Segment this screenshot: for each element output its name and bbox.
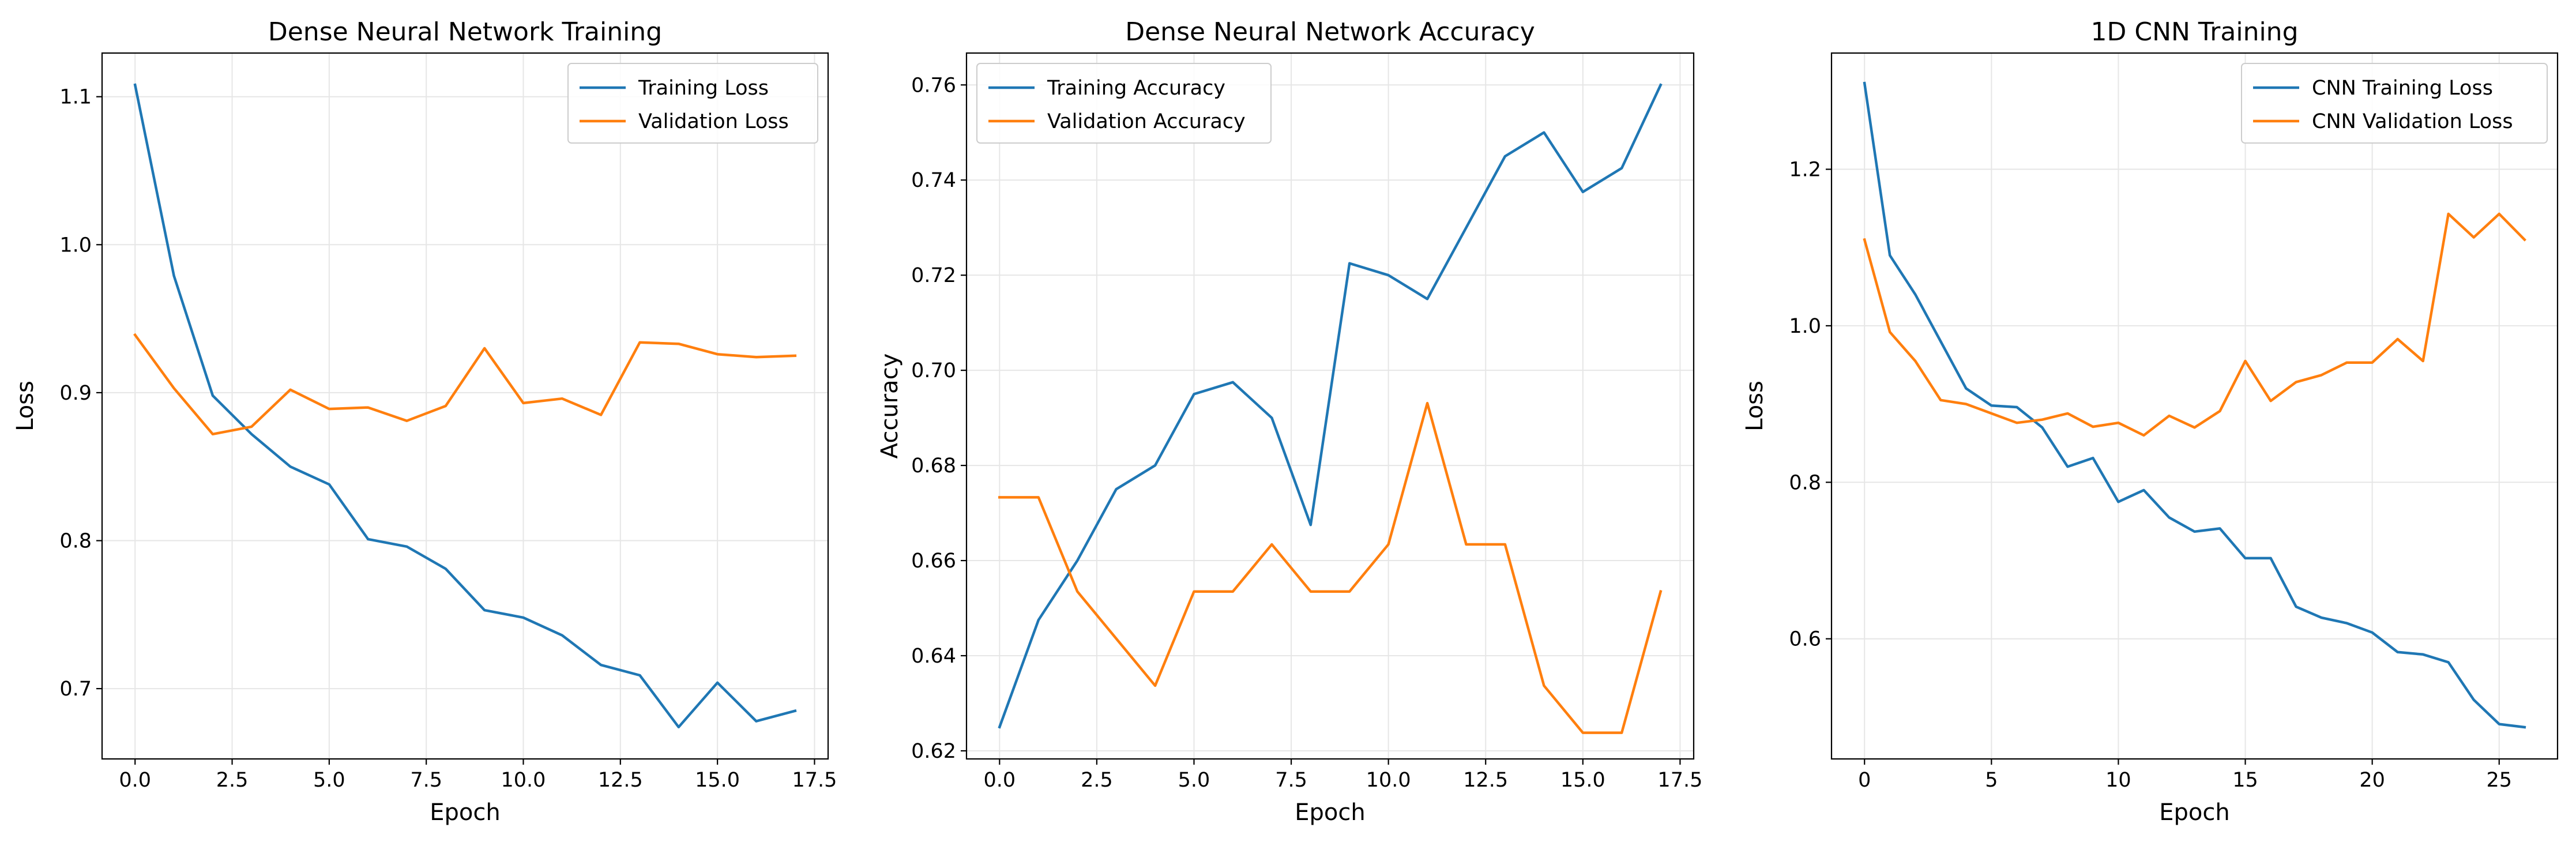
legend-label-2: Validation Accuracy bbox=[1047, 110, 1246, 133]
chart-dense-accuracy: 0.0 2.5 5.0 7.5 10.0 12.5 15.0 17.5 0.62 0.64 0.66… bbox=[877, 17, 1702, 826]
x-tick-label: 0 bbox=[1858, 769, 1871, 792]
x-tick-label: 15.0 bbox=[695, 769, 740, 792]
y-tick-label: 1.0 bbox=[59, 234, 92, 257]
x-tick-label: 10.0 bbox=[1366, 769, 1411, 792]
y-tick-label: 0.9 bbox=[59, 382, 92, 405]
series-line-1 bbox=[133, 83, 797, 729]
legend-box bbox=[2241, 63, 2548, 144]
series-line-2 bbox=[133, 333, 797, 436]
x-tick-label: 17.5 bbox=[1657, 769, 1702, 792]
y-tick-label: 1.2 bbox=[1789, 159, 1821, 182]
y-tick-label: 1.1 bbox=[59, 86, 92, 109]
legend-label-2: CNN Validation Loss bbox=[2312, 110, 2513, 133]
chart-title: Dense Neural Network Accuracy bbox=[1125, 17, 1535, 47]
y-axis-label: Accuracy bbox=[877, 354, 903, 459]
y-tick-label: 0.72 bbox=[911, 264, 956, 287]
axes-frame bbox=[965, 52, 1695, 760]
x-axis-label: Epoch bbox=[430, 799, 500, 826]
legend-box bbox=[567, 63, 818, 144]
y-tick-label: 0.70 bbox=[911, 359, 956, 382]
x-tick-label: 2.5 bbox=[216, 769, 249, 792]
y-tick-label: 0.64 bbox=[911, 645, 956, 668]
legend: Training Loss Validation Loss bbox=[567, 63, 818, 144]
y-tick-label: 0.8 bbox=[59, 530, 92, 553]
x-tick-label: 2.5 bbox=[1081, 769, 1113, 792]
x-tick-label: 10 bbox=[2105, 769, 2131, 792]
legend-box bbox=[976, 63, 1272, 144]
axes-frame bbox=[101, 52, 829, 760]
y-tick-label: 0.76 bbox=[911, 74, 956, 97]
series-line-2 bbox=[998, 401, 1663, 734]
x-tick-label: 5.0 bbox=[313, 769, 345, 792]
y-tick-label: 1.0 bbox=[1789, 315, 1821, 338]
series-line-1 bbox=[1863, 81, 2526, 729]
x-tick-label: 12.5 bbox=[598, 769, 643, 792]
chart-title: 1D CNN Training bbox=[2090, 17, 2298, 47]
y-axis-label: Loss bbox=[1742, 381, 1768, 431]
x-tick-label: 20 bbox=[2359, 769, 2385, 792]
y-tick-label: 0.8 bbox=[1789, 471, 1821, 494]
axes-frame bbox=[1830, 52, 2559, 760]
x-tick-label: 17.5 bbox=[792, 769, 837, 792]
x-tick-label: 0.0 bbox=[119, 769, 151, 792]
series-line-2 bbox=[1863, 212, 2526, 437]
y-tick-label: 0.74 bbox=[911, 169, 956, 192]
legend-label-1: Training Loss bbox=[638, 77, 769, 100]
x-tick-label: 15 bbox=[2232, 769, 2258, 792]
chart-dense-loss: 0.0 2.5 5.0 7.5 10.0 12.5 15.0 17.5 0.7 0.8 0.9 1.0… bbox=[12, 17, 837, 826]
x-tick-label: 7.5 bbox=[410, 769, 442, 792]
x-tick-label: 15.0 bbox=[1560, 769, 1605, 792]
y-tick-label: 0.6 bbox=[1789, 628, 1821, 651]
y-tick-label: 0.62 bbox=[911, 740, 956, 763]
legend-label-1: CNN Training Loss bbox=[2312, 77, 2493, 100]
y-tick-label: 0.68 bbox=[911, 454, 956, 477]
legend-label-1: Training Accuracy bbox=[1047, 77, 1225, 100]
x-tick-label: 5.0 bbox=[1178, 769, 1210, 792]
chart-title: Dense Neural Network Training bbox=[268, 17, 662, 47]
x-tick-label: 7.5 bbox=[1275, 769, 1307, 792]
x-tick-label: 25 bbox=[2486, 769, 2512, 792]
x-tick-label: 10.0 bbox=[501, 769, 546, 792]
x-tick-label: 0.0 bbox=[983, 769, 1016, 792]
y-tick-label: 0.66 bbox=[911, 550, 956, 573]
legend-label-2: Validation Loss bbox=[638, 110, 789, 133]
y-tick-label: 0.7 bbox=[59, 678, 92, 701]
chart-cnn-loss: 0 5 10 15 20 25 0.6 0.8 1.0 1.2 1D CNN Training Epo… bbox=[1742, 17, 2559, 826]
x-tick-label: 5 bbox=[1985, 769, 1998, 792]
x-axis-label: Epoch bbox=[2159, 799, 2229, 826]
y-axis-label: Loss bbox=[12, 381, 39, 431]
x-axis-label: Epoch bbox=[1295, 799, 1365, 826]
legend: Training Accuracy Validation Accuracy bbox=[976, 63, 1272, 144]
series-line-1 bbox=[998, 83, 1663, 729]
x-tick-label: 12.5 bbox=[1463, 769, 1508, 792]
legend: CNN Training Loss CNN Validation Loss bbox=[2241, 63, 2548, 144]
